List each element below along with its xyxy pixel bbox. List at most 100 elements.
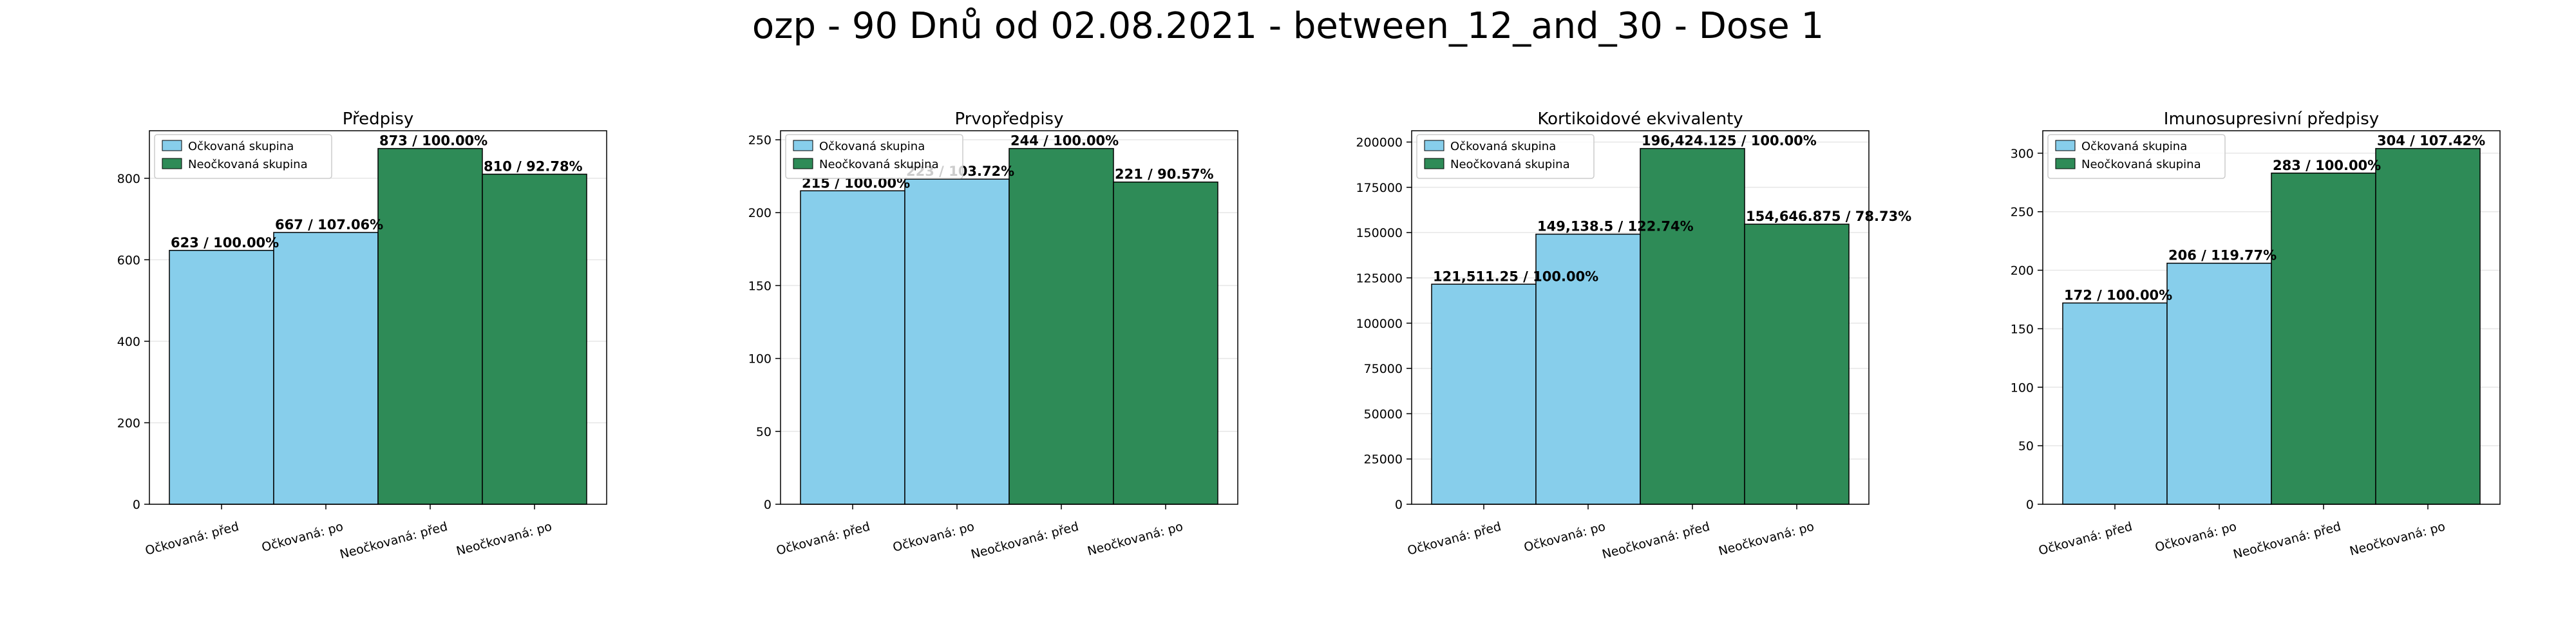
y-tick-label: 50: [756, 425, 772, 439]
y-tick-label: 200: [748, 206, 772, 220]
chart-svg: Imunosupresivní předpisy 0 50 100 150 200 250 3…: [2011, 109, 2501, 562]
bar: [800, 190, 905, 505]
y-tick-label: 0: [1395, 498, 1403, 512]
y-tick-label: 100: [2011, 381, 2034, 395]
bar-label: 149,138.5 / 122.74%: [1537, 219, 1694, 234]
legend-label: Neočkovaná skupina: [188, 158, 308, 171]
bar: [2271, 173, 2376, 505]
chart-panel-4: Imunosupresivní předpisy 0 50 100 150 200 250 3…: [1893, 103, 2524, 644]
bar-label: 283 / 100.00%: [2273, 158, 2381, 173]
bar: [2166, 262, 2272, 505]
x-tick-label: Neočkovaná: po: [455, 520, 553, 559]
figure-title: ozp - 90 Dnů od 02.08.2021 - between_12_…: [752, 5, 1824, 47]
legend-box: [2047, 134, 2226, 179]
x-tick-label: Neočkovaná: po: [1086, 520, 1184, 559]
bar-label: 667 / 107.06%: [275, 217, 383, 232]
legend: Očkovaná skupina Neočkovaná skupina: [2047, 134, 2226, 179]
x-tick-label: Očkovaná: před: [775, 520, 871, 558]
legend-label: Očkovaná skupina: [819, 140, 925, 153]
legend-label: Neočkovaná skupina: [2081, 158, 2201, 171]
axes-frame: [780, 130, 1238, 505]
y-tick-label: 25000: [1364, 453, 1403, 467]
bar-label: 304 / 107.42%: [2377, 133, 2485, 149]
y-tick-label: 200000: [1356, 136, 1403, 150]
chart-svg: Předpisy 0 200 400 600 800 623 / 100.00% 667 / …: [117, 109, 607, 562]
bar: [377, 147, 483, 505]
x-tick-label: Neočkovaná: před: [338, 520, 449, 562]
legend: Očkovaná skupina Neočkovaná skupina: [154, 134, 332, 179]
x-tick-label: Neočkovaná: před: [2231, 520, 2342, 562]
x-tick-label: Očkovaná: po: [2154, 520, 2238, 555]
y-tick-label: 150000: [1356, 226, 1403, 240]
legend-swatch: [1424, 158, 1444, 169]
bar-label: 206 / 119.77%: [2168, 248, 2277, 263]
legend-swatch: [162, 158, 182, 169]
chart-title: Imunosupresivní předpisy: [2164, 109, 2379, 129]
bar-label: 244 / 100.00%: [1010, 133, 1119, 149]
bar-label: 121,511.25 / 100.00%: [1433, 269, 1598, 284]
bar: [1640, 147, 1745, 505]
y-tick-label: 175000: [1356, 181, 1403, 195]
x-tick-label: Očkovaná: před: [144, 520, 240, 558]
legend-swatch: [2055, 158, 2076, 169]
bar-label: 810 / 92.78%: [484, 158, 583, 174]
y-tick-label: 150: [748, 279, 772, 293]
x-tick-label: Neočkovaná: po: [2348, 520, 2447, 559]
y-tick-label: 600: [117, 253, 140, 267]
bar: [1431, 283, 1537, 505]
axes-frame: [1411, 130, 1870, 505]
axes-frame: [2042, 130, 2501, 505]
bar-label: 221 / 90.57%: [1115, 167, 1214, 182]
y-tick-label: 50000: [1364, 407, 1403, 421]
chart-title: Předpisy: [343, 109, 414, 129]
legend-swatch: [1424, 140, 1444, 151]
y-tick-label: 250: [2011, 205, 2034, 220]
legend: Očkovaná skupina Neočkovaná skupina: [785, 134, 963, 179]
bar: [2375, 147, 2481, 505]
chart-panel-2: Prvopředpisy 0 50 100 150 200 250 215 / 100.00%…: [631, 103, 1262, 644]
legend: Očkovaná skupina Neočkovaná skupina: [1416, 134, 1595, 179]
y-tick-label: 300: [2011, 147, 2034, 161]
legend-box: [1416, 134, 1595, 179]
y-tick-label: 200: [2011, 264, 2034, 278]
legend-label: Neočkovaná skupina: [1450, 158, 1570, 171]
legend-swatch: [162, 140, 182, 151]
chart-svg: Kortikoidové ekvivalenty 0 25000 50000 75000…: [1356, 109, 1911, 562]
y-tick-label: 100: [748, 352, 772, 366]
x-tick-label: Neočkovaná: před: [969, 520, 1080, 562]
x-tick-label: Očkovaná: po: [1522, 520, 1607, 555]
chart-panel-3: Kortikoidové ekvivalenty 0 25000 50000 75000…: [1262, 103, 1911, 644]
bar: [2062, 302, 2168, 505]
bar-label: 154,646.875 / 78.73%: [1746, 209, 1911, 224]
y-tick-label: 250: [748, 133, 772, 147]
legend-label: Očkovaná skupina: [188, 140, 294, 153]
bar: [904, 178, 1010, 505]
bar-label: 172 / 100.00%: [2064, 287, 2172, 303]
legend-box: [154, 134, 332, 179]
chart-panel-1: Předpisy 0 200 400 600 800 623 / 100.00% 667 / …: [0, 103, 631, 644]
x-tick-label: Očkovaná: před: [2037, 520, 2134, 558]
y-tick-label: 75000: [1364, 362, 1403, 376]
legend-label: Očkovaná skupina: [2081, 140, 2187, 153]
x-tick-label: Očkovaná: po: [891, 520, 976, 555]
y-tick-label: 200: [117, 416, 140, 430]
legend-label: Neočkovaná skupina: [819, 158, 939, 171]
y-tick-label: 150: [2011, 322, 2034, 336]
bar: [482, 173, 587, 505]
y-tick-label: 0: [2026, 498, 2034, 512]
y-tick-label: 50: [2018, 439, 2034, 453]
bar-label: 623 / 100.00%: [171, 235, 279, 251]
bar: [1744, 223, 1850, 505]
bar: [273, 232, 379, 505]
x-tick-label: Očkovaná: před: [1406, 520, 1502, 558]
legend-swatch: [793, 140, 813, 151]
y-tick-label: 0: [133, 498, 140, 512]
chart-title: Kortikoidové ekvivalenty: [1537, 109, 1743, 129]
bar-label: 196,424.125 / 100.00%: [1642, 133, 1817, 149]
x-tick-label: Neočkovaná: po: [1717, 520, 1815, 559]
x-tick-label: Očkovaná: po: [260, 520, 345, 555]
y-tick-label: 125000: [1356, 271, 1403, 285]
bar-label: 873 / 100.00%: [379, 133, 488, 149]
legend-swatch: [793, 158, 813, 169]
x-tick-label: Neočkovaná: před: [1600, 520, 1711, 562]
